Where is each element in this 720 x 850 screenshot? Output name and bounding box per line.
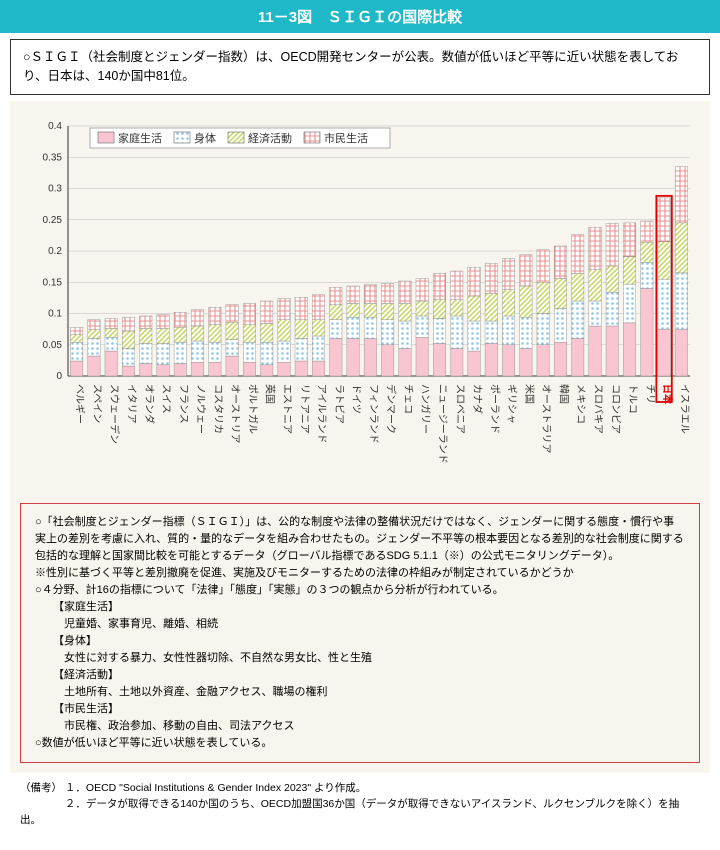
note-detail: 児童婚、家事育児、離婚、相続 [35, 616, 685, 633]
svg-text:エストニア: エストニア [281, 384, 292, 434]
svg-text:米国: 米国 [523, 384, 536, 404]
svg-text:スイス: スイス [160, 384, 171, 414]
svg-text:チェコ: チェコ [402, 384, 414, 414]
svg-text:0.35: 0.35 [43, 152, 63, 163]
svg-text:アイルランド: アイルランド [316, 384, 328, 444]
svg-text:オーストリア: オーストリア [229, 384, 241, 444]
note-line: ○「社会制度とジェンダー指標（ＳＩＧＩ）」は、公的な制度や法律の整備状況だけでは… [35, 514, 685, 565]
svg-text:0.4: 0.4 [48, 121, 62, 132]
svg-text:ドイツ: ドイツ [350, 384, 361, 414]
svg-text:0.15: 0.15 [43, 277, 63, 288]
svg-text:経済活動: 経済活動 [248, 131, 292, 145]
svg-text:家庭生活: 家庭生活 [118, 131, 162, 145]
svg-text:0.3: 0.3 [48, 183, 62, 194]
footer-notes: （備考） １．OECD "Social Institutions & Gende… [20, 781, 700, 828]
svg-text:0.1: 0.1 [48, 308, 62, 319]
svg-text:コロンビア: コロンビア [609, 384, 621, 434]
svg-text:コスタリカ: コスタリカ [212, 384, 224, 434]
footer-prefix: （備考） [20, 782, 62, 794]
svg-text:0.25: 0.25 [43, 214, 63, 225]
svg-text:オーストラリア: オーストラリア [540, 384, 552, 454]
svg-text:フィンランド: フィンランド [367, 384, 379, 444]
svg-text:イスラエル: イスラエル [678, 384, 690, 434]
sigi-stacked-bar-chart: 0 0.05 0.1 0.15 0.2 0.25 0.3 0.35 0.4 ベルギースペインスウェ… [20, 116, 700, 486]
svg-text:韓国: 韓国 [557, 384, 569, 404]
intro-box: ○ＳＩＧＩ（社会制度とジェンダー指数）は、OECD開発センターが公表。数値が低い… [10, 39, 710, 95]
svg-text:イタリア: イタリア [125, 384, 137, 424]
svg-text:メキシコ: メキシコ [575, 384, 586, 424]
note-line: ○数値が低いほど平等に近い状態を表している。 [35, 735, 685, 752]
svg-text:0.05: 0.05 [43, 339, 63, 350]
svg-text:チリ: チリ [644, 384, 656, 404]
note-detail: 女性に対する暴力、女性性器切除、不自然な男女比、性と生殖 [35, 650, 685, 667]
note-line: ○４分野、計16の指標について「法律」「態度」「実態」の３つの観点から分析が行わ… [35, 582, 685, 599]
svg-text:0.2: 0.2 [48, 246, 62, 257]
note-heading: 【家庭生活】 [35, 599, 685, 616]
svg-text:カナダ: カナダ [471, 384, 484, 414]
svg-text:ポルトガル: ポルトガル [246, 384, 258, 434]
chart-container: 0 0.05 0.1 0.15 0.2 0.25 0.3 0.35 0.4 ベルギースペインスウェ… [10, 101, 710, 774]
svg-text:デンマーク: デンマーク [385, 384, 398, 434]
notes-box: ○「社会制度とジェンダー指標（ＳＩＧＩ）」は、公的な制度や法律の整備状況だけでは… [20, 503, 700, 764]
note-heading: 【経済活動】 [35, 667, 685, 684]
svg-text:オランダ: オランダ [143, 384, 156, 424]
page-title: 11－3図 ＳＩＧＩの国際比較 [0, 0, 720, 33]
svg-text:リトアニア: リトアニア [298, 384, 309, 434]
svg-text:ラトビア: ラトビア [333, 384, 345, 424]
svg-text:ギリシャ: ギリシャ [506, 384, 518, 424]
svg-text:ハンガリー: ハンガリー [419, 384, 431, 434]
svg-text:フランス: フランス [177, 384, 189, 424]
svg-text:身体: 身体 [194, 131, 216, 145]
footer-note: ２．データが取得できる140か国のうち、OECD加盟国36か国（データが取得でき… [20, 798, 679, 826]
svg-text:スウェーデン: スウェーデン [108, 384, 121, 444]
svg-text:ポーランド: ポーランド [488, 384, 500, 434]
note-detail: 土地所有、土地以外資産、金融アクセス、職場の権利 [35, 684, 685, 701]
svg-text:スロベニア: スロベニア [454, 384, 466, 434]
svg-text:トルコ: トルコ [627, 384, 638, 414]
note-line: ※性別に基づく平等と差別撤廃を促進、実施及びモニターするための法律の枠組みが制定… [35, 565, 685, 582]
svg-text:ニュージーランド: ニュージーランド [436, 384, 448, 464]
svg-text:スペイン: スペイン [91, 384, 102, 423]
svg-text:英国: 英国 [264, 384, 277, 404]
svg-text:市民生活: 市民生活 [324, 131, 368, 145]
svg-text:ノルウェー: ノルウェー [195, 384, 207, 434]
svg-text:スロバキア: スロバキア [592, 384, 604, 434]
svg-text:ベルギー: ベルギー [74, 384, 86, 424]
note-heading: 【身体】 [35, 633, 685, 650]
footer-note: １．OECD "Social Institutions & Gender Ind… [65, 782, 366, 794]
note-detail: 市民権、政治参加、移動の自由、司法アクセス [35, 718, 685, 735]
note-heading: 【市民生活】 [35, 701, 685, 718]
svg-text:0: 0 [56, 371, 62, 382]
